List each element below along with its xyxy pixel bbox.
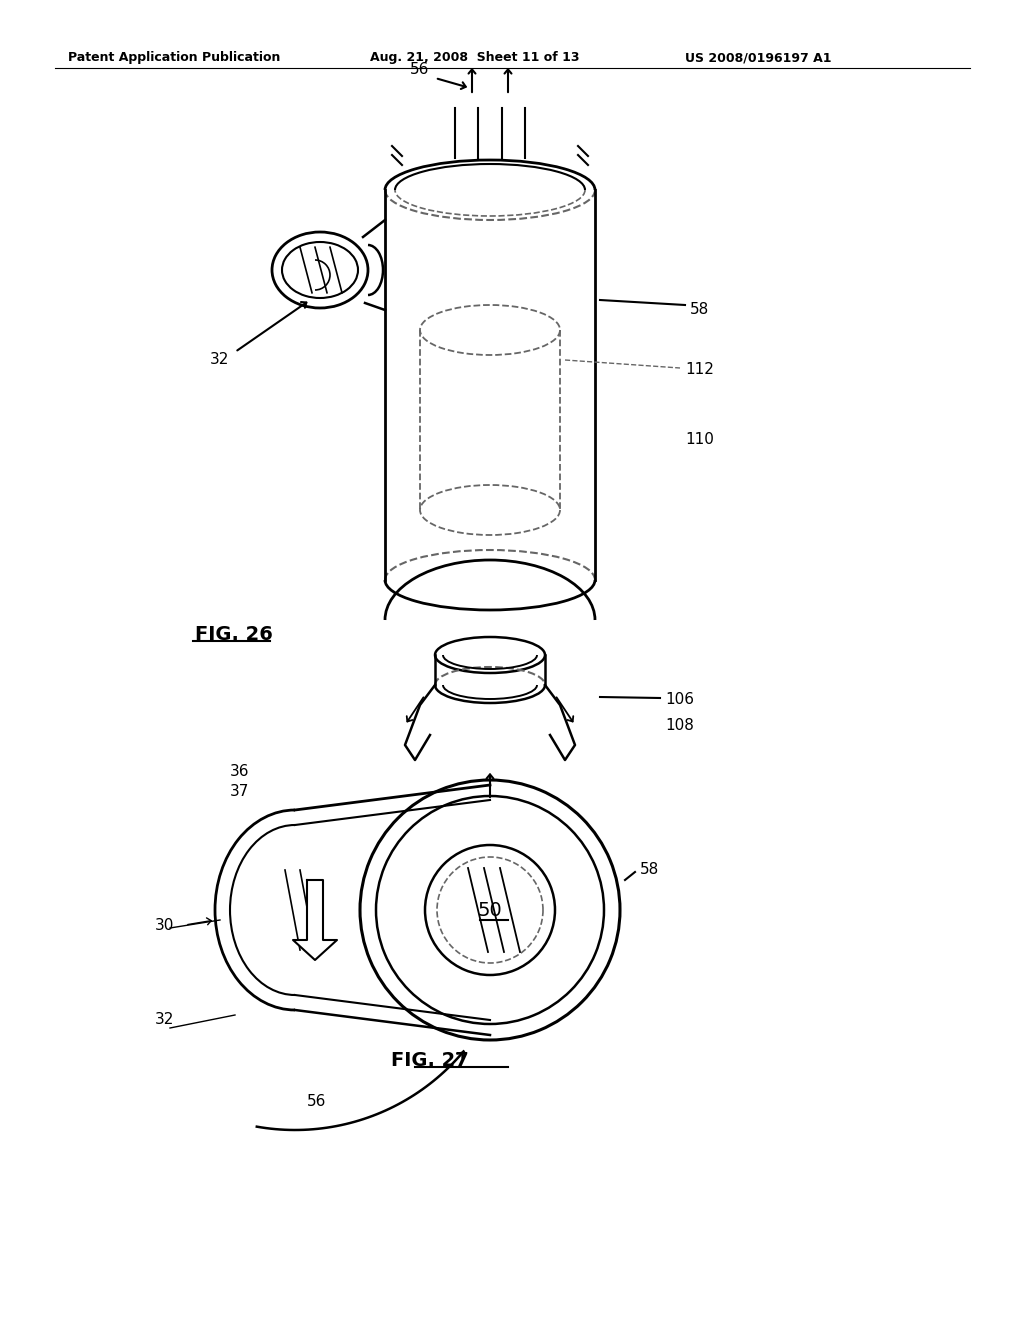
Text: 36: 36 <box>230 764 250 780</box>
Text: 37: 37 <box>230 784 250 800</box>
Text: 106: 106 <box>665 693 694 708</box>
Text: 56: 56 <box>306 1094 326 1109</box>
Polygon shape <box>293 880 337 960</box>
Text: 32: 32 <box>210 352 229 367</box>
Text: Patent Application Publication: Patent Application Publication <box>68 51 281 65</box>
Text: FIG. 27: FIG. 27 <box>391 1051 469 1069</box>
Text: US 2008/0196197 A1: US 2008/0196197 A1 <box>685 51 831 65</box>
Text: FIG. 26: FIG. 26 <box>195 626 272 644</box>
Text: 50: 50 <box>477 900 503 920</box>
Text: 110: 110 <box>685 433 714 447</box>
Text: 108: 108 <box>665 718 694 733</box>
Text: 112: 112 <box>685 363 714 378</box>
Text: 56: 56 <box>410 62 429 78</box>
Text: 58: 58 <box>690 302 710 318</box>
Text: 58: 58 <box>640 862 659 878</box>
Text: 30: 30 <box>155 917 174 932</box>
Text: 32: 32 <box>155 1012 174 1027</box>
Text: Aug. 21, 2008  Sheet 11 of 13: Aug. 21, 2008 Sheet 11 of 13 <box>370 51 580 65</box>
